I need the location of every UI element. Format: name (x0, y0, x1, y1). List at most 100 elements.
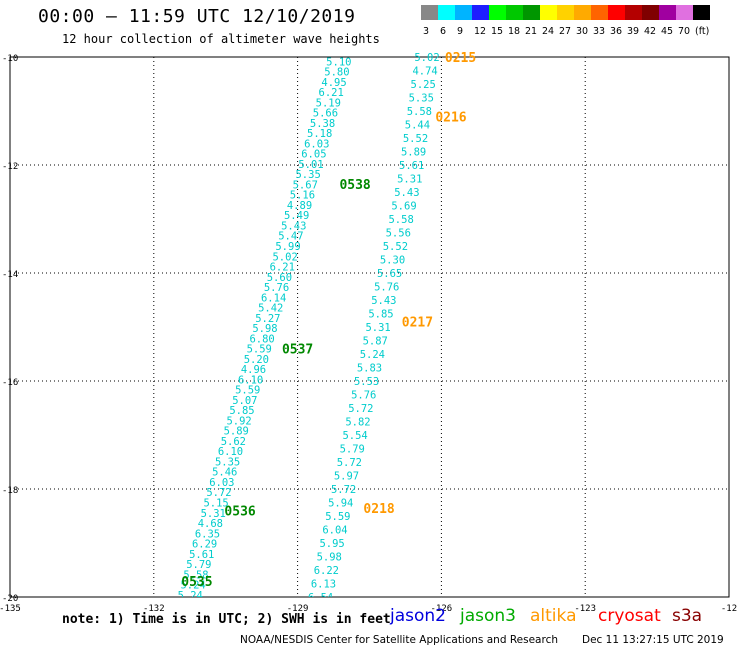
wave-height-value: 5.35 (295, 169, 320, 181)
color-scale-swatch (693, 5, 710, 20)
y-tick-label: -18 (2, 486, 18, 496)
wave-height-value: 5.62 (221, 436, 246, 448)
wave-height-value: 4.68 (198, 518, 223, 530)
wave-height-value: 5.99 (275, 241, 300, 253)
wave-height-value: 6.13 (311, 579, 336, 591)
wave-height-value: 6.35 (195, 528, 220, 540)
wave-height-value: 5.59 (325, 511, 350, 523)
color-scale-swatch (574, 5, 591, 20)
wave-height-value: 5.59 (235, 385, 260, 397)
color-scale-swatch (591, 5, 608, 20)
color-scale-swatch (557, 5, 574, 20)
color-scale-swatch (455, 5, 472, 20)
color-scale-label: 12 (474, 26, 487, 37)
wave-height-value: 4.89 (287, 200, 312, 212)
wave-height-value: 5.67 (293, 179, 318, 191)
wave-height-value: 6.14 (261, 292, 286, 304)
wave-height-value: 5.58 (388, 214, 413, 226)
wave-height-value: 5.02 (414, 52, 439, 64)
wave-height-value: 5.66 (313, 108, 338, 120)
wave-height-value: 5.42 (258, 303, 283, 315)
wave-height-value: 6.80 (249, 333, 274, 345)
wave-height-value: 5.10 (326, 56, 351, 68)
wave-height-value: 5.61 (189, 549, 214, 561)
data-points-group: 5.105.804.956.215.195.665.385.186.036.05… (178, 52, 440, 604)
color-scale-label: 18 (508, 26, 521, 37)
wave-height-value: 5.30 (380, 255, 405, 267)
wave-height-value: 5.25 (411, 79, 436, 91)
color-scale-swatch (540, 5, 557, 20)
wave-height-value: 5.47 (278, 231, 303, 243)
color-scale-label: 45 (661, 26, 674, 37)
wave-height-value: 5.98 (252, 323, 277, 335)
wave-height-value: 5.65 (377, 268, 402, 280)
legend-altika: altika (530, 606, 577, 626)
wave-height-value: 5.43 (371, 295, 396, 307)
wave-height-value: 5.15 (203, 498, 228, 510)
color-scale-swatch (642, 5, 659, 20)
wave-height-value: 5.18 (307, 128, 332, 140)
color-scale-swatch (676, 5, 693, 20)
pass-time-label: 0538 (339, 178, 370, 193)
wave-height-value: 5.95 (319, 538, 344, 550)
wave-height-value: 5.79 (340, 444, 365, 456)
pass-time-label: 0216 (435, 110, 466, 125)
wave-height-value: 5.76 (351, 390, 376, 402)
wave-height-value: 5.35 (409, 93, 434, 105)
wave-height-value: 5.46 (212, 467, 237, 479)
color-scale-swatch (625, 5, 642, 20)
pass-time-label: 0535 (181, 575, 212, 590)
wave-height-value: 5.60 (267, 272, 292, 284)
pass-time-label: 0217 (402, 316, 433, 331)
wave-height-value: 5.43 (394, 187, 419, 199)
wave-height-value: 5.72 (348, 403, 373, 415)
wave-height-value: 5.49 (284, 210, 309, 222)
y-tick-label: -12 (2, 162, 18, 172)
wave-height-value: 6.54 (308, 592, 333, 604)
x-tick-label: -129 (287, 604, 309, 614)
wave-height-value: 5.24 (178, 590, 203, 602)
wave-height-value: 5.52 (403, 133, 428, 145)
x-tick-label: -132 (143, 604, 165, 614)
wave-height-value: 5.76 (374, 282, 399, 294)
generated-timestamp: Dec 11 13:27:15 UTC 2019 (582, 634, 724, 646)
color-scale-swatch (421, 5, 438, 20)
color-scale-label: (ft) (695, 26, 710, 37)
plot-frame (9, 56, 730, 598)
wave-height-value: 4.74 (412, 66, 437, 78)
legend-jason3: jason3 (460, 606, 516, 626)
wave-height-value: 5.43 (281, 220, 306, 232)
wave-height-value: 5.44 (405, 120, 430, 132)
color-scale-label: 21 (525, 26, 538, 37)
wave-height-value: 5.98 (317, 552, 342, 564)
x-tick-label: -135 (0, 604, 21, 614)
legend-cryosat: cryosat (598, 606, 661, 626)
x-tick-label: -123 (574, 604, 596, 614)
color-scale-swatch (489, 5, 506, 20)
x-tick-label: -126 (431, 604, 453, 614)
wave-height-value: 6.05 (301, 149, 326, 161)
color-scale-label: 33 (593, 26, 606, 37)
wave-height-value: 5.56 (386, 228, 411, 240)
y-tick-label: -16 (2, 378, 18, 388)
wave-height-value: 5.97 (334, 471, 359, 483)
color-scale-label: 24 (542, 26, 555, 37)
wave-height-value: 5.01 (298, 159, 323, 171)
color-scale-swatch (472, 5, 489, 20)
wave-height-value: 5.94 (328, 498, 353, 510)
wave-height-value: 5.72 (337, 457, 362, 469)
wave-height-value: 4.95 (321, 77, 346, 89)
color-scale-label: 36 (610, 26, 623, 37)
wave-height-value: 5.72 (206, 487, 231, 499)
wave-height-value: 5.38 (310, 118, 335, 130)
y-tick-label: -14 (2, 270, 18, 280)
color-scale-swatch (523, 5, 540, 20)
wave-height-value: 5.24 (360, 349, 385, 361)
wave-height-value: 6.03 (209, 477, 234, 489)
page-title: 00:00 – 11:59 UTC 12/10/2019 (38, 6, 356, 27)
x-tick-label: -12 (721, 604, 737, 614)
y-tick-label: -20 (2, 594, 18, 604)
pass-time-label: 0537 (282, 343, 313, 358)
